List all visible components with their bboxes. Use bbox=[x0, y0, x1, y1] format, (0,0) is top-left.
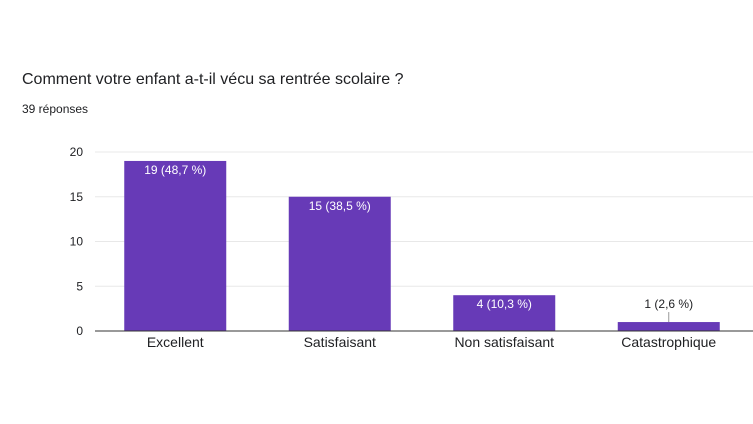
response-count: 39 réponses bbox=[22, 102, 89, 116]
bar-non-satisfaisant bbox=[453, 295, 556, 331]
y-tick-label: 5 bbox=[76, 279, 83, 293]
y-tick-label: 10 bbox=[70, 235, 84, 249]
data-label: 4 (10,3 %) bbox=[477, 297, 532, 311]
question-title: Comment votre enfant a-t-il vécu sa rent… bbox=[22, 71, 404, 88]
x-tick-label: Excellent bbox=[147, 334, 204, 350]
data-label: 1 (2,6 %) bbox=[644, 297, 693, 311]
y-tick-label: 15 bbox=[70, 190, 84, 204]
bar-excellent bbox=[124, 160, 227, 331]
x-tick-label: Satisfaisant bbox=[304, 334, 376, 350]
x-tick-label: Non satisfaisant bbox=[454, 334, 554, 350]
data-label: 19 (48,7 %) bbox=[144, 163, 206, 177]
bar-satisfaisant bbox=[288, 196, 391, 331]
data-label: 15 (38,5 %) bbox=[309, 199, 371, 213]
bar-catastrophique bbox=[617, 322, 720, 331]
y-tick-label: 20 bbox=[70, 145, 84, 159]
x-tick-label: Catastrophique bbox=[621, 334, 716, 350]
y-tick-label: 0 bbox=[76, 324, 83, 338]
